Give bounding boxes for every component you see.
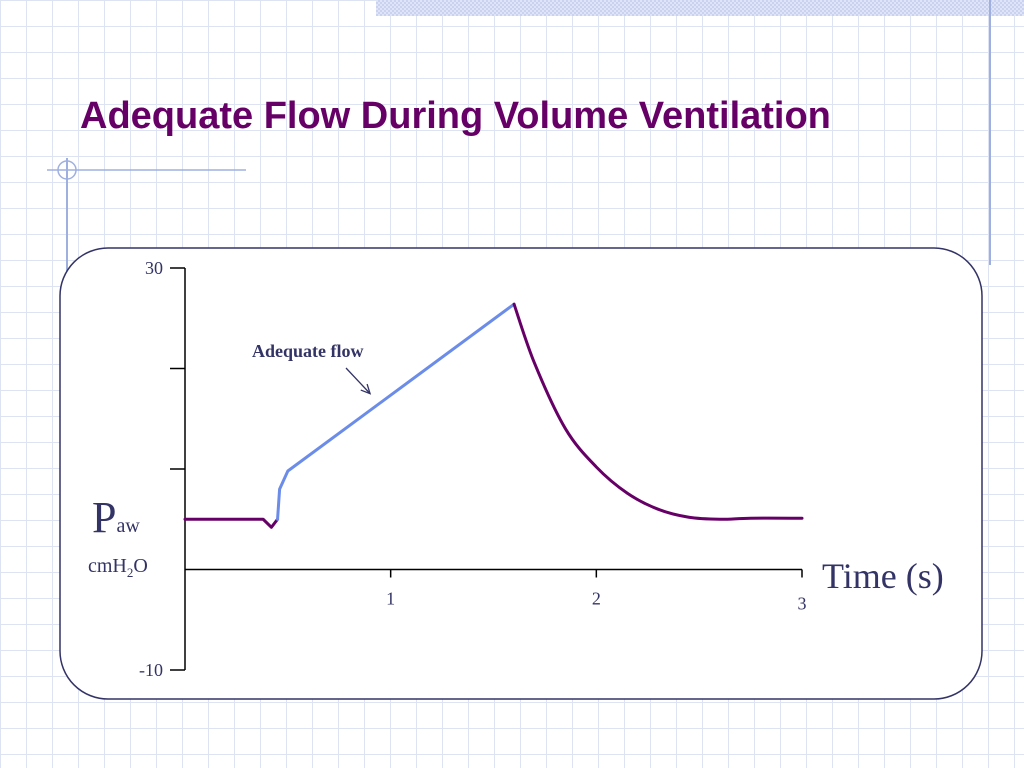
annotation-arrow (345, 367, 372, 395)
header-decorative-band (376, 0, 1024, 16)
y-axis-unit-subscript: 2 (127, 565, 134, 580)
y-axis-unit: cmH2O (88, 555, 148, 580)
y-axis-unit-prefix: cmH (88, 555, 127, 577)
chart-panel (59, 247, 983, 700)
y-axis-label-main: P (92, 493, 116, 542)
annotation-arrow-head (360, 383, 372, 395)
slide-title: Adequate Flow During Volume Ventilation (80, 95, 831, 137)
y-axis-label-subscript: aw (116, 515, 140, 537)
y-tick-label: -10 (139, 660, 163, 680)
chart-curves (183, 302, 804, 529)
curve-inspiration (276, 302, 516, 521)
x-tick-label: 1 (386, 589, 395, 609)
y-axis-label: Paw (92, 493, 140, 542)
annotation-label: Adequate flow (252, 341, 364, 361)
x-tick-label: 3 (798, 594, 807, 614)
y-tick-label: 30 (145, 258, 163, 278)
x-axis-label: Time (s) (822, 556, 944, 596)
y-axis-unit-suffix: O (133, 555, 147, 577)
decorative-rule (989, 0, 991, 265)
curve-expiration (512, 302, 804, 521)
x-tick-label: 2 (592, 589, 601, 609)
chart-axes: -10 30 1 2 3 (139, 258, 807, 680)
annotation-arrow-shaft (345, 367, 371, 395)
curve-baseline (183, 517, 280, 529)
